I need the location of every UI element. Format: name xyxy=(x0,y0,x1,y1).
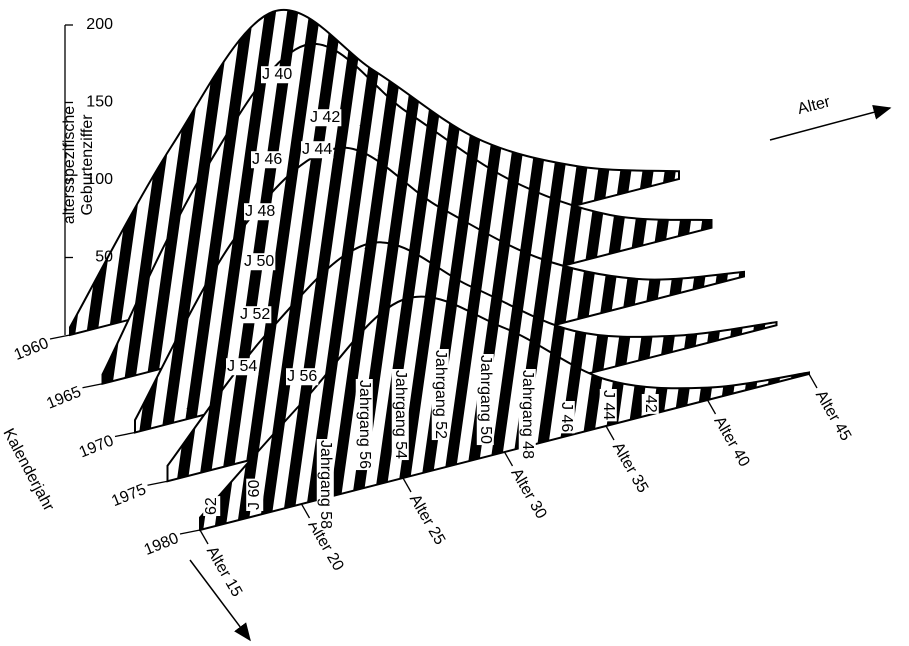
age-tick xyxy=(606,426,614,440)
age-tick xyxy=(200,530,208,544)
age-label: Alter 40 xyxy=(710,414,752,470)
cohort-label: J 46 xyxy=(252,151,282,168)
age-tick xyxy=(708,400,716,414)
z-axis-label: Kalenderjahr xyxy=(0,426,57,515)
cohort-label: 62 xyxy=(203,497,220,515)
year-label: 1980 xyxy=(142,530,181,559)
y-tick-label: 100 xyxy=(86,171,113,188)
y-tick-label: 150 xyxy=(86,94,113,111)
age-tick xyxy=(302,504,310,518)
cohort-label: J 54 xyxy=(227,358,257,375)
year-label: 1965 xyxy=(44,384,83,413)
year-tick xyxy=(148,481,168,485)
cohort-label: J 60 xyxy=(246,480,263,510)
y-axis-label: Geburtenziffer xyxy=(79,114,96,216)
cohort-label: J 56 xyxy=(287,368,317,385)
age-tick xyxy=(809,374,817,388)
age-tick xyxy=(403,478,411,492)
year-tick xyxy=(50,335,70,339)
cohort-label: Jahrgang 50 xyxy=(477,355,494,444)
cohort-label: J 50 xyxy=(244,253,274,270)
chart: Alter Kalenderjahr altersspezifische Geb… xyxy=(0,0,909,646)
year-tick xyxy=(180,530,200,534)
age-arrow xyxy=(770,108,890,140)
surface xyxy=(70,10,809,530)
y-tick-label: 200 xyxy=(86,16,113,33)
cohort-label: Jahrgang 54 xyxy=(392,370,409,459)
cohort-label: J 46 xyxy=(558,402,575,432)
cohort-label: Jahrgang 52 xyxy=(432,350,449,439)
year-label: 1960 xyxy=(12,335,51,364)
cohort-label: J 52 xyxy=(240,306,270,323)
year-label: 1975 xyxy=(109,481,148,510)
cohort-label: Jahrgang 48 xyxy=(519,370,536,459)
age-tick xyxy=(505,452,513,466)
age-label: Alter 35 xyxy=(609,440,651,496)
y-tick-label: 50 xyxy=(95,249,113,266)
cohort-label: J 44 xyxy=(302,141,332,158)
age-label: Alter 30 xyxy=(507,466,549,522)
cohort-label: 42 xyxy=(642,395,659,413)
year-tick xyxy=(115,433,135,437)
age-label: Alter 25 xyxy=(406,492,448,548)
cohort-label: J 40 xyxy=(262,66,292,83)
year-tick xyxy=(83,384,103,388)
y-axis-label: altersspezifische xyxy=(61,106,78,224)
year-label: 1970 xyxy=(77,432,116,461)
cohort-label: J 48 xyxy=(245,203,275,220)
x-axis-label: Alter xyxy=(796,93,833,118)
cohort-label: Jahrgang 58 xyxy=(317,440,334,529)
cohort-label: J 42 xyxy=(310,109,340,126)
cohort-label: Jahrgang 56 xyxy=(356,380,373,469)
age-label: Alter 15 xyxy=(203,544,245,600)
cohort-label: J 44 xyxy=(600,390,617,420)
age-label: Alter 45 xyxy=(812,388,854,444)
